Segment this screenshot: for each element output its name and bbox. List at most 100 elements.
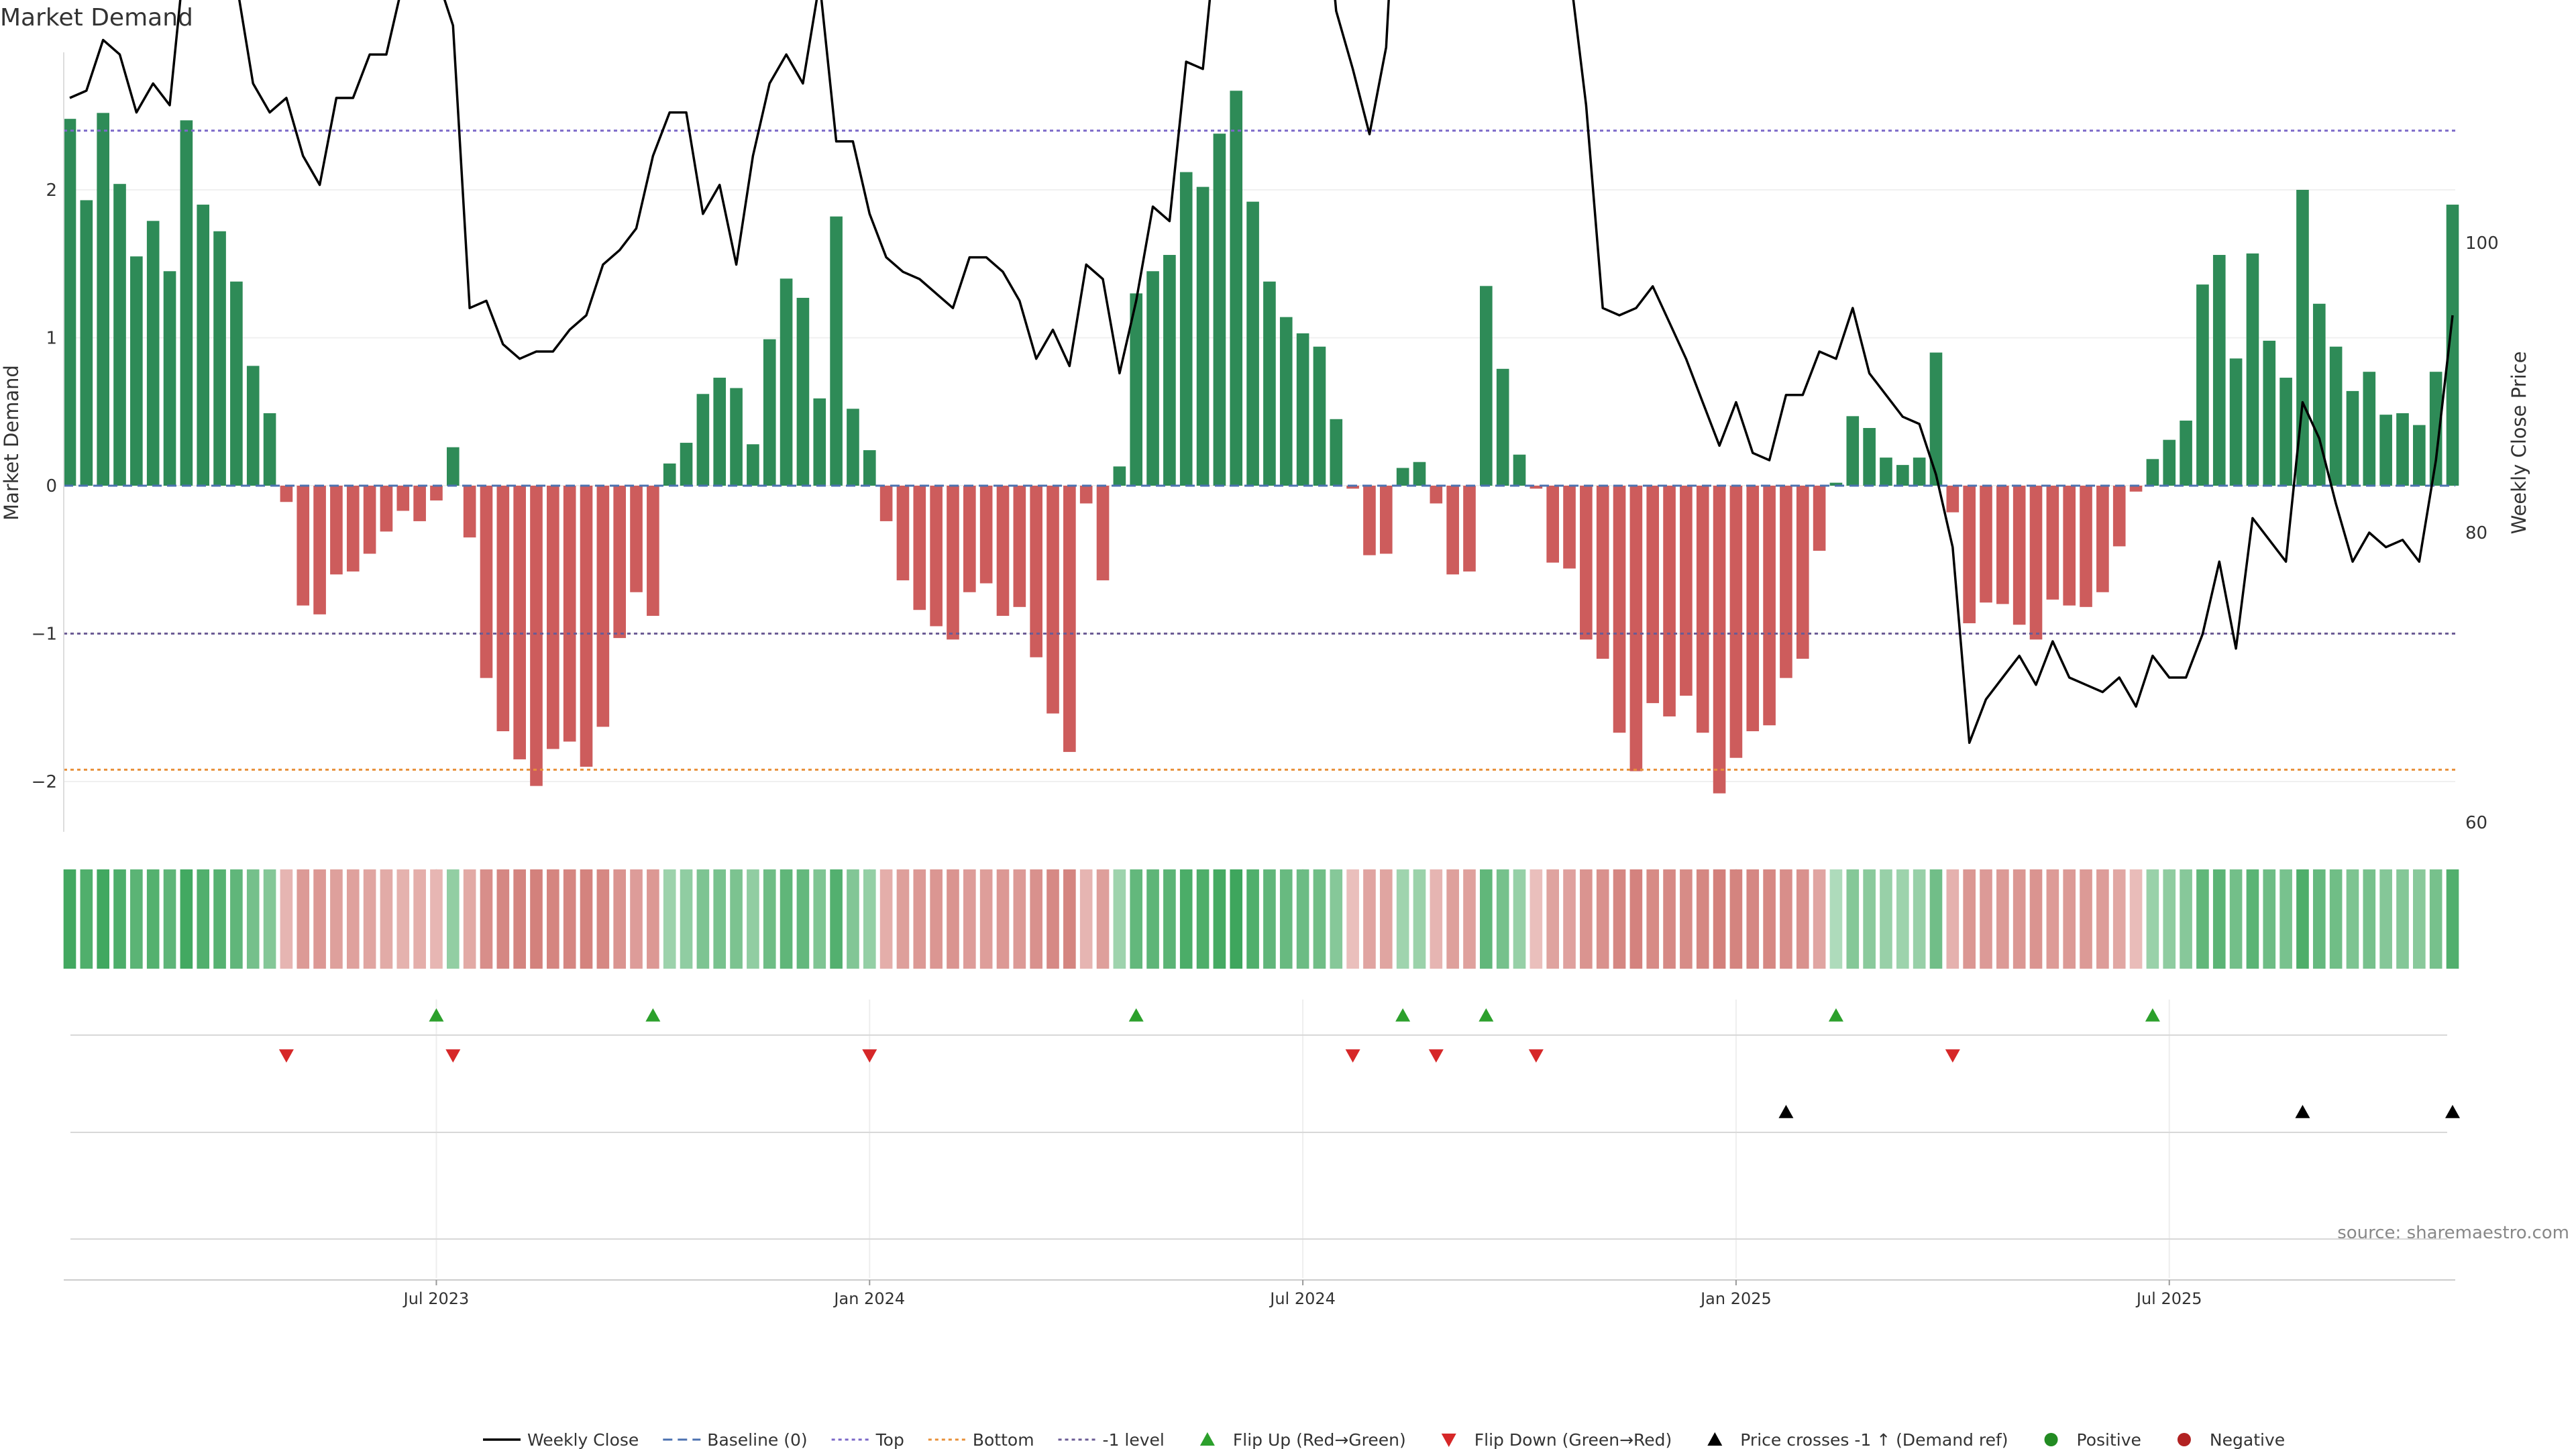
- heat-cell: [1214, 869, 1226, 969]
- demand-bar: [1313, 347, 1326, 486]
- heat-cell: [630, 869, 643, 969]
- heat-cell: [1580, 869, 1593, 969]
- demand-bar: [1630, 486, 1643, 771]
- heat-cell: [580, 869, 593, 969]
- heat-cell: [2096, 869, 2109, 969]
- heat-cell: [1546, 869, 1559, 969]
- demand-bar: [113, 184, 126, 486]
- heat-cell: [2130, 869, 2143, 969]
- heat-cell: [2447, 869, 2459, 969]
- heat-cell: [797, 869, 810, 969]
- heat-cell: [1463, 869, 1476, 969]
- heat-cell: [1996, 869, 2009, 969]
- demand-bar: [1663, 486, 1676, 716]
- legend-swatch: [1442, 1434, 1456, 1447]
- demand-bar: [2396, 413, 2409, 486]
- heat-cell: [1513, 869, 1526, 969]
- heat-cell: [2413, 869, 2426, 969]
- heat-cell: [1097, 869, 1110, 969]
- flip-down-marker: [279, 1049, 294, 1063]
- heat-cell: [497, 869, 510, 969]
- legend-label: Price crosses -1 ↑ (Demand ref): [1740, 1430, 2008, 1449]
- heat-cell: [1114, 869, 1126, 969]
- demand-bar: [1546, 486, 1559, 563]
- heat-cell: [380, 869, 393, 969]
- legend-label: Bottom: [973, 1430, 1034, 1449]
- demand-bar: [2063, 486, 2076, 606]
- heat-cell: [2396, 869, 2409, 969]
- y-tick-label: 2: [46, 180, 57, 201]
- heat-cell: [130, 869, 143, 969]
- heat-cell: [364, 869, 376, 969]
- source-label: source: sharemaestro.com: [2337, 1223, 2569, 1243]
- legend-swatch: [2178, 1433, 2191, 1446]
- heat-cell: [763, 869, 776, 969]
- demand-bar: [197, 205, 209, 486]
- demand-bar: [963, 486, 976, 592]
- demand-bar: [2279, 378, 2292, 486]
- heat-cell: [680, 869, 693, 969]
- heat-cell: [1680, 869, 1693, 969]
- heat-cell: [2030, 869, 2043, 969]
- legend-label: Top: [875, 1430, 904, 1449]
- heat-cell: [564, 869, 576, 969]
- legend-label: Flip Down (Green→Red): [1474, 1430, 1672, 1449]
- heat-cell: [613, 869, 626, 969]
- demand-bar: [663, 464, 676, 486]
- demand-bar: [430, 486, 443, 500]
- heat-cell: [1163, 869, 1176, 969]
- heat-cell: [1980, 869, 1992, 969]
- demand-bar: [280, 486, 293, 502]
- demand-bar: [2363, 372, 2375, 486]
- demand-bar: [2413, 425, 2426, 486]
- heat-cell: [164, 869, 176, 969]
- demand-bar: [130, 256, 143, 486]
- demand-bar: [813, 398, 826, 486]
- heat-cell: [2263, 869, 2275, 969]
- y-axis-right-label: Weekly Close Price: [2508, 352, 2530, 535]
- heat-cell: [480, 869, 493, 969]
- demand-bar: [1896, 465, 1909, 486]
- heat-cell: [597, 869, 610, 969]
- demand-bar: [1563, 486, 1576, 568]
- heat-cell: [1746, 869, 1759, 969]
- demand-bar: [97, 113, 109, 486]
- heat-cell: [2379, 869, 2392, 969]
- demand-bar: [2347, 391, 2359, 486]
- heat-cell: [880, 869, 893, 969]
- demand-bar: [1330, 419, 1342, 486]
- demand-bar: [497, 486, 510, 731]
- heat-cell: [513, 869, 526, 969]
- heat-cell: [1780, 869, 1792, 969]
- demand-bar: [1746, 486, 1759, 731]
- price-cross-marker: [2445, 1105, 2460, 1118]
- heat-cell: [1397, 869, 1409, 969]
- heat-cell: [1863, 869, 1876, 969]
- heat-cell: [1597, 869, 1609, 969]
- axes: −2−10126080100120140160Jul 2023Jan 2024J…: [32, 0, 2499, 1308]
- legend-label: Negative: [2210, 1430, 2285, 1449]
- heat-cell: [2180, 869, 2192, 969]
- demand-bar: [2013, 486, 2026, 625]
- demand-bar: [913, 486, 926, 610]
- heat-cell: [2330, 869, 2343, 969]
- demand-bar: [1846, 416, 1859, 486]
- demand-bar: [1646, 486, 1659, 703]
- heat-cell: [1297, 869, 1309, 969]
- heat-cell: [1880, 869, 1892, 969]
- heat-cell: [1363, 869, 1376, 969]
- weekly-close-line: [70, 0, 2453, 743]
- heat-cell: [230, 869, 243, 969]
- demand-bar: [2213, 255, 2226, 486]
- demand-bar: [2247, 254, 2259, 486]
- demand-bar: [1947, 486, 1960, 513]
- heat-cell: [396, 869, 409, 969]
- heat-cell: [280, 869, 293, 969]
- heat-cell: [113, 869, 126, 969]
- demand-bar: [564, 486, 576, 741]
- price-cross-marker: [2295, 1105, 2310, 1118]
- flip-up-marker: [645, 1008, 660, 1022]
- heat-cell: [1730, 869, 1743, 969]
- heat-cell: [1413, 869, 1426, 969]
- demand-bar: [1913, 458, 1926, 486]
